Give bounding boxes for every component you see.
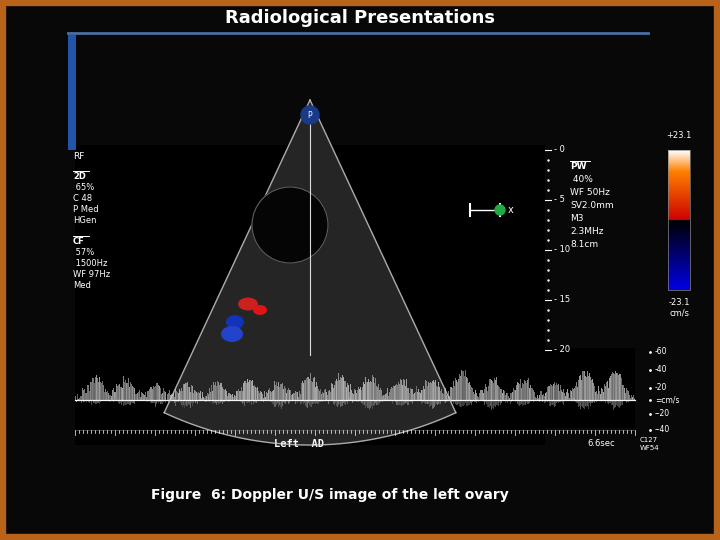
Text: 57%: 57% (73, 248, 94, 257)
Ellipse shape (253, 305, 267, 315)
Text: 6.6sec: 6.6sec (588, 439, 615, 448)
Text: x: x (508, 205, 514, 215)
Bar (68, 35, 76, 150)
Text: --40: --40 (655, 426, 670, 435)
Text: 65%: 65% (73, 183, 94, 192)
Text: +23.1: +23.1 (666, 131, 692, 140)
Text: 40%: 40% (570, 175, 593, 184)
Text: -23.1: -23.1 (668, 298, 690, 307)
Text: 2.3MHz: 2.3MHz (570, 227, 603, 236)
Text: -40: -40 (655, 366, 667, 375)
Text: Figure  6: Doppler U/S image of the left ovary: Figure 6: Doppler U/S image of the left … (151, 488, 509, 502)
Text: M3: M3 (570, 214, 583, 223)
Text: 8.1cm: 8.1cm (570, 240, 598, 249)
Polygon shape (164, 100, 456, 445)
Text: P Med: P Med (73, 205, 99, 214)
Text: C127: C127 (640, 437, 658, 443)
Text: Radiological Presentations: Radiological Presentations (225, 9, 495, 27)
Text: WF 97Hz: WF 97Hz (73, 270, 110, 279)
Bar (75, 145, 545, 445)
Text: Med: Med (73, 281, 91, 290)
Text: - 15: - 15 (554, 295, 570, 305)
Text: Left  AD: Left AD (274, 439, 324, 449)
Text: =cm/s: =cm/s (655, 395, 680, 404)
Circle shape (252, 187, 328, 263)
Text: - 10: - 10 (554, 246, 570, 254)
Text: -20: -20 (655, 383, 667, 393)
Text: P: P (307, 111, 312, 119)
Ellipse shape (221, 326, 243, 342)
Circle shape (495, 205, 505, 215)
Ellipse shape (226, 315, 244, 329)
Text: --20: --20 (655, 409, 670, 418)
Text: - 20: - 20 (554, 346, 570, 354)
Text: CF: CF (73, 237, 85, 246)
Text: RF: RF (73, 152, 84, 161)
Text: - 5: - 5 (554, 195, 565, 205)
Text: WF 50Hz: WF 50Hz (570, 188, 610, 197)
Text: C 48: C 48 (73, 194, 92, 203)
Text: SV2.0mm: SV2.0mm (570, 201, 613, 210)
Text: 2D: 2D (73, 172, 86, 181)
Ellipse shape (238, 298, 258, 310)
Circle shape (301, 106, 319, 124)
Text: HGen: HGen (73, 216, 96, 225)
Bar (668, 150, 690, 290)
Bar (75, 348, 635, 428)
Text: - 0: - 0 (554, 145, 565, 154)
Text: PW: PW (570, 162, 587, 171)
Text: 1500Hz: 1500Hz (73, 259, 107, 268)
Text: -60: -60 (655, 348, 667, 356)
Text: cm/s: cm/s (669, 308, 689, 317)
Text: WF54: WF54 (640, 445, 660, 451)
